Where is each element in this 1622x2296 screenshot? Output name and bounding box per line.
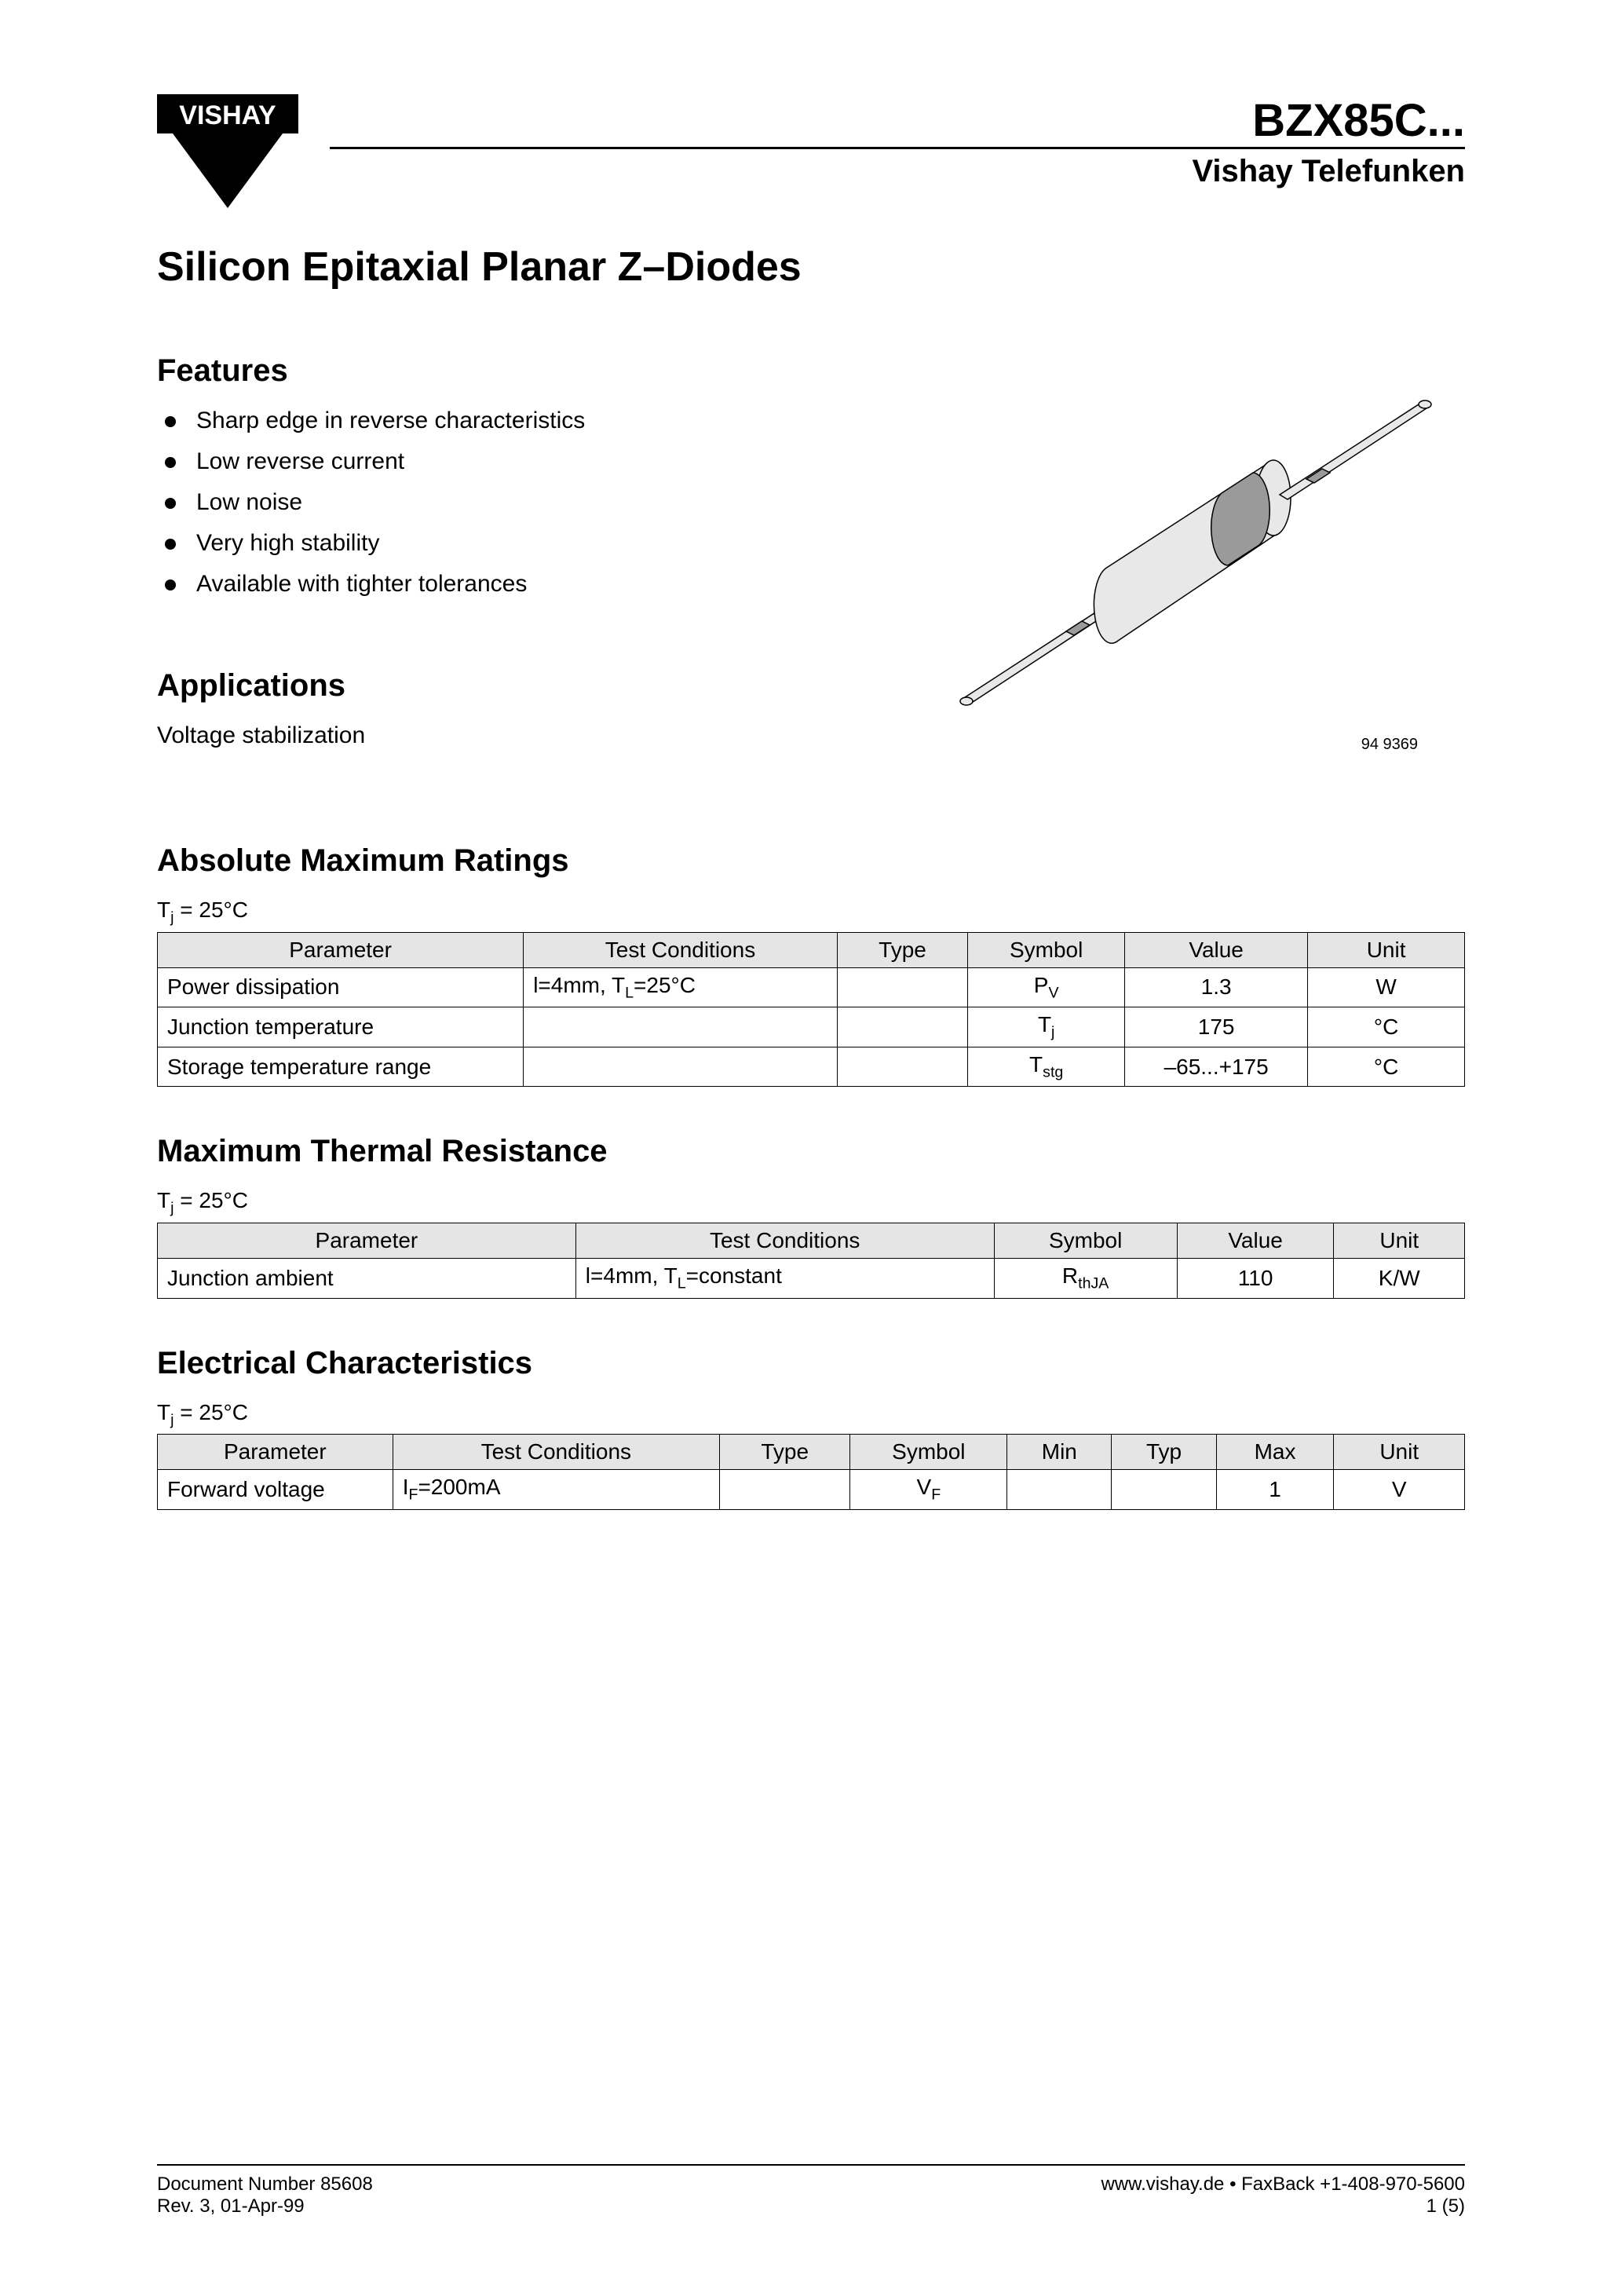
logo-text: VISHAY <box>179 101 276 130</box>
page-number: 1 (5) <box>1101 2195 1465 2217</box>
table-header-row: Parameter Test Conditions Type Symbol Mi… <box>158 1435 1465 1470</box>
col-header: Parameter <box>158 1435 393 1470</box>
col-header: Unit <box>1334 1435 1465 1470</box>
table-row: Storage temperature range Tstg–65...+175°… <box>158 1047 1465 1087</box>
cell-symbol: Tstg <box>968 1047 1125 1087</box>
revision: Rev. 3, 01-Apr-99 <box>157 2195 373 2217</box>
col-header: Test Conditions <box>393 1435 719 1470</box>
col-header: Type <box>719 1435 850 1470</box>
part-number: BZX85C... <box>330 94 1465 147</box>
feature-item: Low noise <box>165 489 884 516</box>
feature-item: Sharp edge in reverse characteristics <box>165 408 884 434</box>
col-header: Test Conditions <box>575 1223 994 1258</box>
col-header: Typ <box>1112 1435 1216 1470</box>
cell-unit: V <box>1334 1470 1465 1510</box>
cell-test: l=4mm, TL=constant <box>575 1258 994 1298</box>
table-row: Junction ambientl=4mm, TL=constantRthJA1… <box>158 1258 1465 1298</box>
cell-test <box>524 1007 838 1047</box>
cell-symbol: RthJA <box>994 1258 1177 1298</box>
col-header: Symbol <box>850 1435 1007 1470</box>
cell-min <box>1007 1470 1112 1510</box>
footer-right: www.vishay.de • FaxBack +1-408-970-5600 … <box>1101 2174 1465 2217</box>
thermal-table: Parameter Test Conditions Symbol Value U… <box>157 1223 1465 1299</box>
cell-max: 1 <box>1216 1470 1334 1510</box>
table-row: Junction temperature Tj175°C <box>158 1007 1465 1047</box>
cell-type <box>837 967 968 1007</box>
cell-test: l=4mm, TL=25°C <box>524 967 838 1007</box>
col-header: Unit <box>1308 932 1465 967</box>
electrical-table: Parameter Test Conditions Type Symbol Mi… <box>157 1434 1465 1510</box>
manufacturer: Vishay Telefunken <box>330 154 1465 189</box>
cell-test: IF=200mA <box>393 1470 719 1510</box>
cell-parameter: Forward voltage <box>158 1470 393 1510</box>
cell-parameter: Junction temperature <box>158 1007 524 1047</box>
diode-figure: 94 9369 <box>931 353 1465 746</box>
cell-parameter: Power dissipation <box>158 967 524 1007</box>
cell-type <box>837 1007 968 1047</box>
col-header: Unit <box>1334 1223 1465 1258</box>
table-header-row: Parameter Test Conditions Symbol Value U… <box>158 1223 1465 1258</box>
col-header: Symbol <box>968 932 1125 967</box>
cell-value: 110 <box>1177 1258 1334 1298</box>
cell-value: –65...+175 <box>1125 1047 1308 1087</box>
cell-parameter: Junction ambient <box>158 1258 576 1298</box>
figure-caption: 94 9369 <box>1361 736 1418 754</box>
cell-symbol: Tj <box>968 1007 1125 1047</box>
abs-max-condition: Tj = 25°C <box>157 898 1465 927</box>
cell-value: 175 <box>1125 1007 1308 1047</box>
table-row: Power dissipationl=4mm, TL=25°C PV1.3W <box>158 967 1465 1007</box>
cell-symbol: VF <box>850 1470 1007 1510</box>
cell-unit: K/W <box>1334 1258 1465 1298</box>
cell-parameter: Storage temperature range <box>158 1047 524 1087</box>
col-header: Parameter <box>158 1223 576 1258</box>
col-header: Type <box>837 932 968 967</box>
col-header: Symbol <box>994 1223 1177 1258</box>
col-header: Test Conditions <box>524 932 838 967</box>
electrical-condition: Tj = 25°C <box>157 1400 1465 1430</box>
col-header: Value <box>1125 932 1308 967</box>
cell-test <box>524 1047 838 1087</box>
col-header: Min <box>1007 1435 1112 1470</box>
thermal-condition: Tj = 25°C <box>157 1188 1465 1218</box>
doc-number: Document Number 85608 <box>157 2174 373 2195</box>
col-header: Max <box>1216 1435 1334 1470</box>
cell-type <box>719 1470 850 1510</box>
col-header: Parameter <box>158 932 524 967</box>
thermal-heading: Maximum Thermal Resistance <box>157 1134 1465 1169</box>
electrical-heading: Electrical Characteristics <box>157 1346 1465 1381</box>
abs-max-heading: Absolute Maximum Ratings <box>157 843 1465 879</box>
main-title: Silicon Epitaxial Planar Z–Diodes <box>157 243 1465 291</box>
vishay-logo: VISHAY <box>157 94 298 212</box>
feature-item: Low reverse current <box>165 448 884 475</box>
table-row: Forward voltageIF=200mA VF 1V <box>158 1470 1465 1510</box>
footer: Document Number 85608 Rev. 3, 01-Apr-99 … <box>157 2164 1465 2217</box>
cell-typ <box>1112 1470 1216 1510</box>
footer-left: Document Number 85608 Rev. 3, 01-Apr-99 <box>157 2174 373 2217</box>
header: VISHAY BZX85C... Vishay Telefunken <box>157 94 1465 212</box>
cell-type <box>837 1047 968 1087</box>
table-header-row: Parameter Test Conditions Type Symbol Va… <box>158 932 1465 967</box>
applications-heading: Applications <box>157 668 884 704</box>
feature-item: Very high stability <box>165 530 884 557</box>
feature-item: Available with tighter tolerances <box>165 571 884 598</box>
cell-unit: W <box>1308 967 1465 1007</box>
cell-unit: °C <box>1308 1007 1465 1047</box>
features-list: Sharp edge in reverse characteristics Lo… <box>157 408 884 598</box>
applications-text: Voltage stabilization <box>157 722 884 749</box>
cell-unit: °C <box>1308 1047 1465 1087</box>
col-header: Value <box>1177 1223 1334 1258</box>
cell-value: 1.3 <box>1125 967 1308 1007</box>
abs-max-table: Parameter Test Conditions Type Symbol Va… <box>157 932 1465 1088</box>
title-block: BZX85C... Vishay Telefunken <box>330 94 1465 189</box>
cell-symbol: PV <box>968 967 1125 1007</box>
features-heading: Features <box>157 353 884 389</box>
website: www.vishay.de • FaxBack +1-408-970-5600 <box>1101 2174 1465 2195</box>
